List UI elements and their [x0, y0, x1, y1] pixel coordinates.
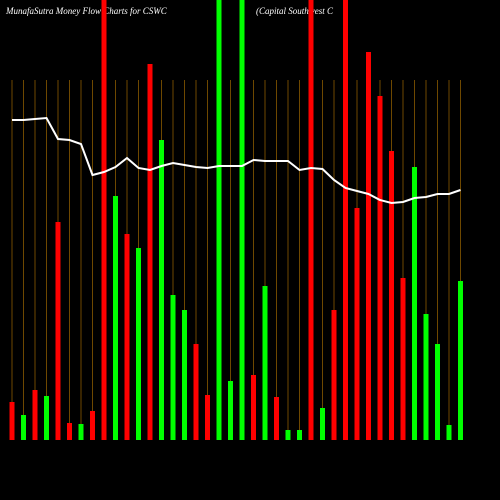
- money-flow-line: [12, 116, 461, 205]
- bar: [354, 208, 360, 440]
- bar: [159, 140, 164, 440]
- bar: [147, 64, 153, 440]
- bar: [124, 234, 130, 440]
- bar: [446, 425, 452, 440]
- bar: [366, 52, 371, 440]
- bar: [435, 344, 440, 440]
- bar: [308, 0, 314, 440]
- bar: [389, 151, 394, 440]
- bar: [170, 295, 176, 440]
- bar: [90, 411, 95, 440]
- bar: [21, 415, 26, 440]
- bar: [377, 96, 383, 440]
- bar: [32, 390, 38, 440]
- bar: [320, 408, 325, 440]
- bar: [78, 424, 84, 440]
- bar: [182, 310, 187, 440]
- bar: [251, 375, 256, 440]
- bar: [285, 430, 291, 440]
- bar: [458, 281, 463, 440]
- chart-title: MunafaSutra Money Flow Charts for CSWC: [5, 6, 168, 16]
- bar: [55, 222, 61, 440]
- bar: [239, 0, 245, 440]
- bar: [216, 0, 222, 440]
- bar: [331, 310, 337, 440]
- bar: [274, 397, 279, 440]
- bar: [262, 286, 268, 440]
- bar: [297, 430, 302, 440]
- bar: [423, 314, 429, 440]
- bar: [67, 423, 72, 440]
- bar: [113, 196, 118, 440]
- bar: [205, 395, 210, 440]
- bar: [136, 248, 141, 440]
- chart-subtitle: (Capital Southwest C: [256, 6, 334, 16]
- bar: [228, 381, 233, 440]
- bar: [343, 0, 348, 440]
- bar: [44, 396, 49, 440]
- bar: [101, 0, 107, 440]
- bar: [400, 278, 406, 440]
- bar: [193, 344, 199, 440]
- bar: [9, 402, 15, 440]
- bar: [412, 167, 417, 440]
